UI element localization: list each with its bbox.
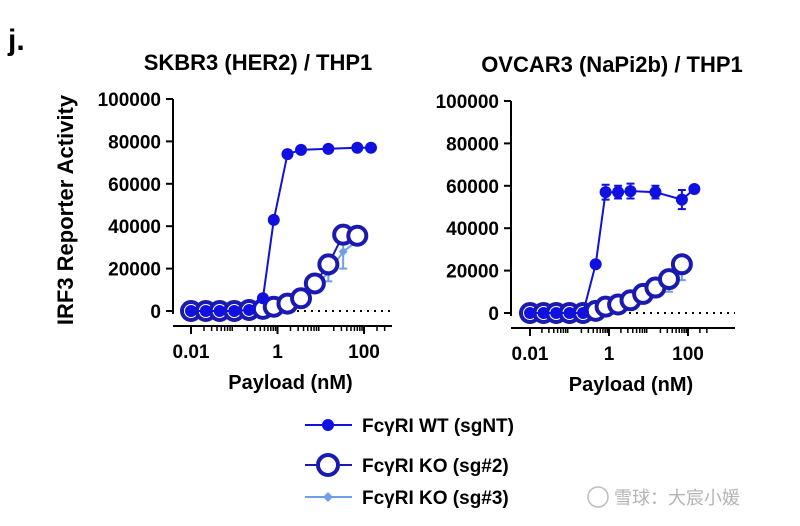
data-point [243,303,256,316]
data-point [213,305,226,317]
data-point [550,307,563,319]
data-point [185,305,197,317]
y-axis-label: IRF3 Reporter Activity [53,94,78,325]
x-tick-label: 1 [272,342,283,363]
y-tick-label: 0 [488,304,499,325]
chart-title: OVCAR3 (NaPi2b) / THP1 [481,52,743,77]
x-tick-label: 1 [604,344,615,365]
data-point [670,253,693,276]
y-tick-label: 40000 [446,219,499,240]
x-tick-label: 0.01 [173,342,210,363]
legend-marker [322,419,334,431]
watermark-logo-icon [587,486,609,508]
legend-marker [323,492,333,502]
y-tick-label: 20000 [446,262,499,283]
x-axis-label: Payload (nM) [569,374,693,396]
data-point [351,141,364,154]
data-point [599,186,612,199]
data-point [612,186,625,199]
data-point [228,305,241,317]
x-tick-label: 0.01 [512,344,549,365]
data-point [589,258,602,271]
data-point [267,213,280,226]
y-tick-label: 0 [150,302,161,323]
data-point [281,148,294,161]
y-tick-label: 20000 [108,260,161,281]
data-point [317,253,340,276]
watermark-text: 雪球：大宸小媛 [614,488,740,508]
data-point [657,268,680,291]
y-tick-label: 80000 [446,134,499,155]
data-point [303,272,326,295]
data-point [295,143,308,156]
y-tick-label: 60000 [108,175,161,196]
chart-skbr3: SKBR3 (HER2) / THP1 0 20000 40000 60000 80000… [98,50,392,394]
chart-ovcar3: OVCAR3 (NaPi2b) / THP1 0 20000 40000 60000 80… [436,52,743,396]
chart-title: SKBR3 (HER2) / THP1 [144,50,373,75]
data-point [338,247,348,257]
data-point [675,193,688,206]
x-axis-label: Payload (nM) [228,372,352,394]
x-tick-label: 100 [672,344,704,365]
data-point [649,186,662,199]
data-point [624,185,637,198]
data-point [290,287,313,310]
data-point [577,307,590,319]
watermark: 雪球：大宸小媛 [587,486,740,508]
y-tick-label: 100000 [436,92,499,113]
y-tick-label: 80000 [108,132,161,153]
data-point [688,182,701,195]
legend-label: FcγRI KO (sg#3) [362,488,509,509]
panel-label: j. [7,24,25,57]
y-tick-label: 40000 [108,217,161,238]
data-point [524,307,536,319]
y-tick-label: 100000 [98,90,161,111]
legend-label: FcγRI KO (sg#2) [362,456,509,477]
data-point [346,224,369,247]
legend-label: FcγRI WT (sgNT) [362,416,514,437]
data-point [537,307,550,319]
data-point [322,142,335,155]
x-tick-label: 100 [348,342,380,363]
series-line [530,188,696,314]
legend-marker [316,453,340,477]
data-point [199,305,212,317]
legend: FcγRI WT (sgNT) FcγRI KO (sg#2) FcγRI KO (… [305,416,514,509]
data-point [256,292,269,305]
y-tick-label: 60000 [446,177,499,198]
data-point [364,141,377,154]
data-point [563,307,576,319]
